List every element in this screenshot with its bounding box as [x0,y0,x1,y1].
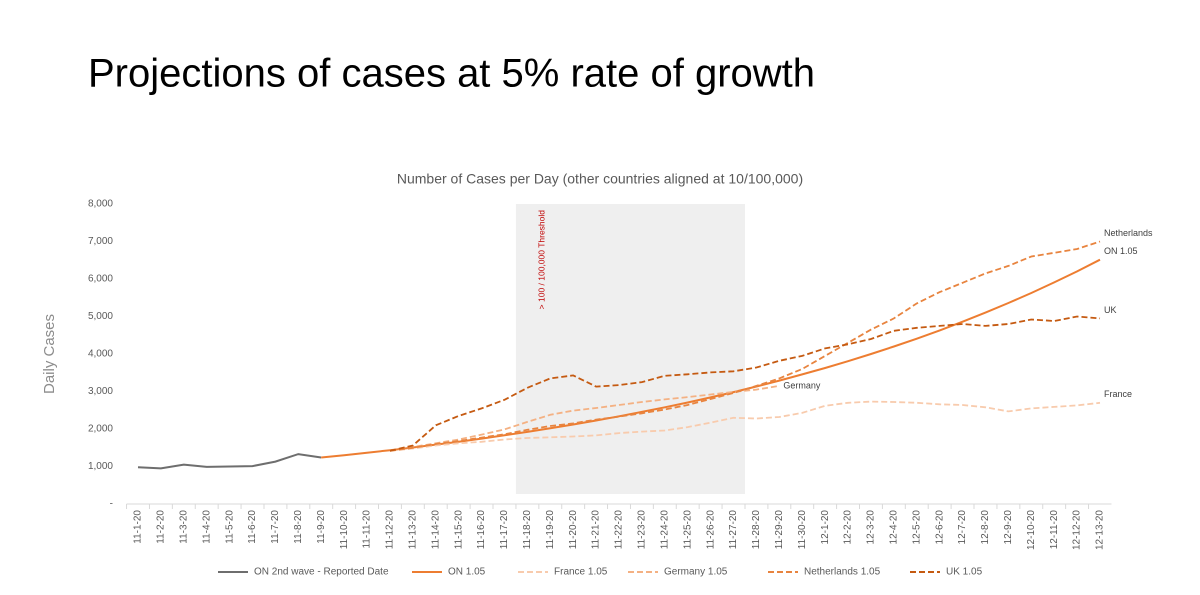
end-label: Germany [783,380,821,390]
x-tick-label: 12-1-20 [820,510,831,545]
x-tick-label: 12-11-20 [1049,510,1060,550]
x-tick-label: 12-5-20 [911,510,922,545]
legend-label: Netherlands 1.05 [804,567,881,578]
x-tick-label: 11-8-20 [293,510,304,544]
x-tick-label: 11-13-20 [407,510,418,550]
legend-label: UK 1.05 [946,567,983,578]
y-axis-label: Daily Cases [41,314,58,394]
x-tick-label: 12-10-20 [1026,510,1037,550]
page-title: Projections of cases at 5% rate of growt… [88,52,815,96]
x-tick-label: 11-18-20 [522,510,533,550]
y-tick-label: 8,000 [88,199,113,210]
x-tick-label: 11-12-20 [385,510,396,550]
x-tick-label: 12-7-20 [957,510,968,545]
x-tick-label: 12-12-20 [1072,510,1083,550]
x-tick-label: 12-6-20 [934,510,945,545]
x-tick-label: 11-14-20 [430,510,441,550]
x-tick-label: 11-3-20 [178,510,189,544]
end-label: France [1104,389,1132,399]
chart-title: Number of Cases per Day (other countries… [397,171,803,187]
x-tick-label: 11-6-20 [247,510,258,544]
x-tick-label: 12-9-20 [1003,510,1014,545]
y-tick-label: 3,000 [88,386,113,397]
threshold-label: > 100 / 100,000 Threshold [537,210,547,310]
x-tick-label: 11-29-20 [774,510,785,550]
legend-label: France 1.05 [554,567,608,578]
x-tick-label: 11-22-20 [614,510,625,550]
series-line [389,400,1101,452]
series-line [389,315,1101,452]
x-tick-label: 11-16-20 [476,510,487,550]
x-tick-label: 11-23-20 [637,510,648,550]
end-label: ON 1.05 [1104,246,1138,256]
y-tick-label: 4,000 [88,349,113,360]
x-tick-label: 11-27-20 [728,510,739,550]
x-tick-label: 11-19-20 [545,510,556,550]
x-tick-label: 12-4-20 [888,510,899,545]
x-tick-label: 11-21-20 [591,510,602,550]
x-tick-label: 12-13-20 [1095,510,1106,550]
y-tick-label: 2,000 [88,424,113,435]
x-tick-label: 12-3-20 [866,510,877,545]
x-tick-label: 11-7-20 [270,510,281,544]
x-tick-label: 11-5-20 [224,510,235,544]
series-line [321,258,1101,459]
y-tick-label: 6,000 [88,274,113,285]
x-tick-label: 11-1-20 [133,510,144,544]
y-tick-label: 5,000 [88,311,113,322]
x-tick-label: 11-20-20 [568,510,579,550]
x-tick-label: 11-28-20 [751,510,762,550]
x-tick-label: 11-26-20 [705,510,716,550]
x-tick-label: 11-10-20 [339,510,350,550]
legend-label: ON 1.05 [448,567,486,578]
series-line [389,385,780,452]
x-tick-label: 12-2-20 [843,510,854,545]
y-tick-label: 1,000 [88,461,113,472]
x-tick-label: 12-8-20 [980,510,991,545]
legend-label: ON 2nd wave - Reported Date [254,567,389,578]
end-label: Netherlands [1104,228,1153,238]
x-tick-label: 11-9-20 [316,510,327,544]
series-line [137,453,322,470]
x-tick-label: 11-15-20 [453,510,464,550]
y-tick-label: - [110,499,113,510]
x-tick-label: 11-30-20 [797,510,808,550]
series-line [389,240,1101,452]
x-tick-label: 11-2-20 [156,510,167,544]
legend-label: Germany 1.05 [664,567,728,578]
x-tick-label: 11-24-20 [659,510,670,550]
x-tick-label: 11-11-20 [362,510,373,549]
x-tick-label: 11-25-20 [682,510,693,550]
y-tick-label: 7,000 [88,236,113,247]
threshold-band [515,204,745,494]
x-tick-label: 11-4-20 [201,510,212,544]
x-tick-label: 11-17-20 [499,510,510,550]
end-label: UK [1104,305,1117,315]
